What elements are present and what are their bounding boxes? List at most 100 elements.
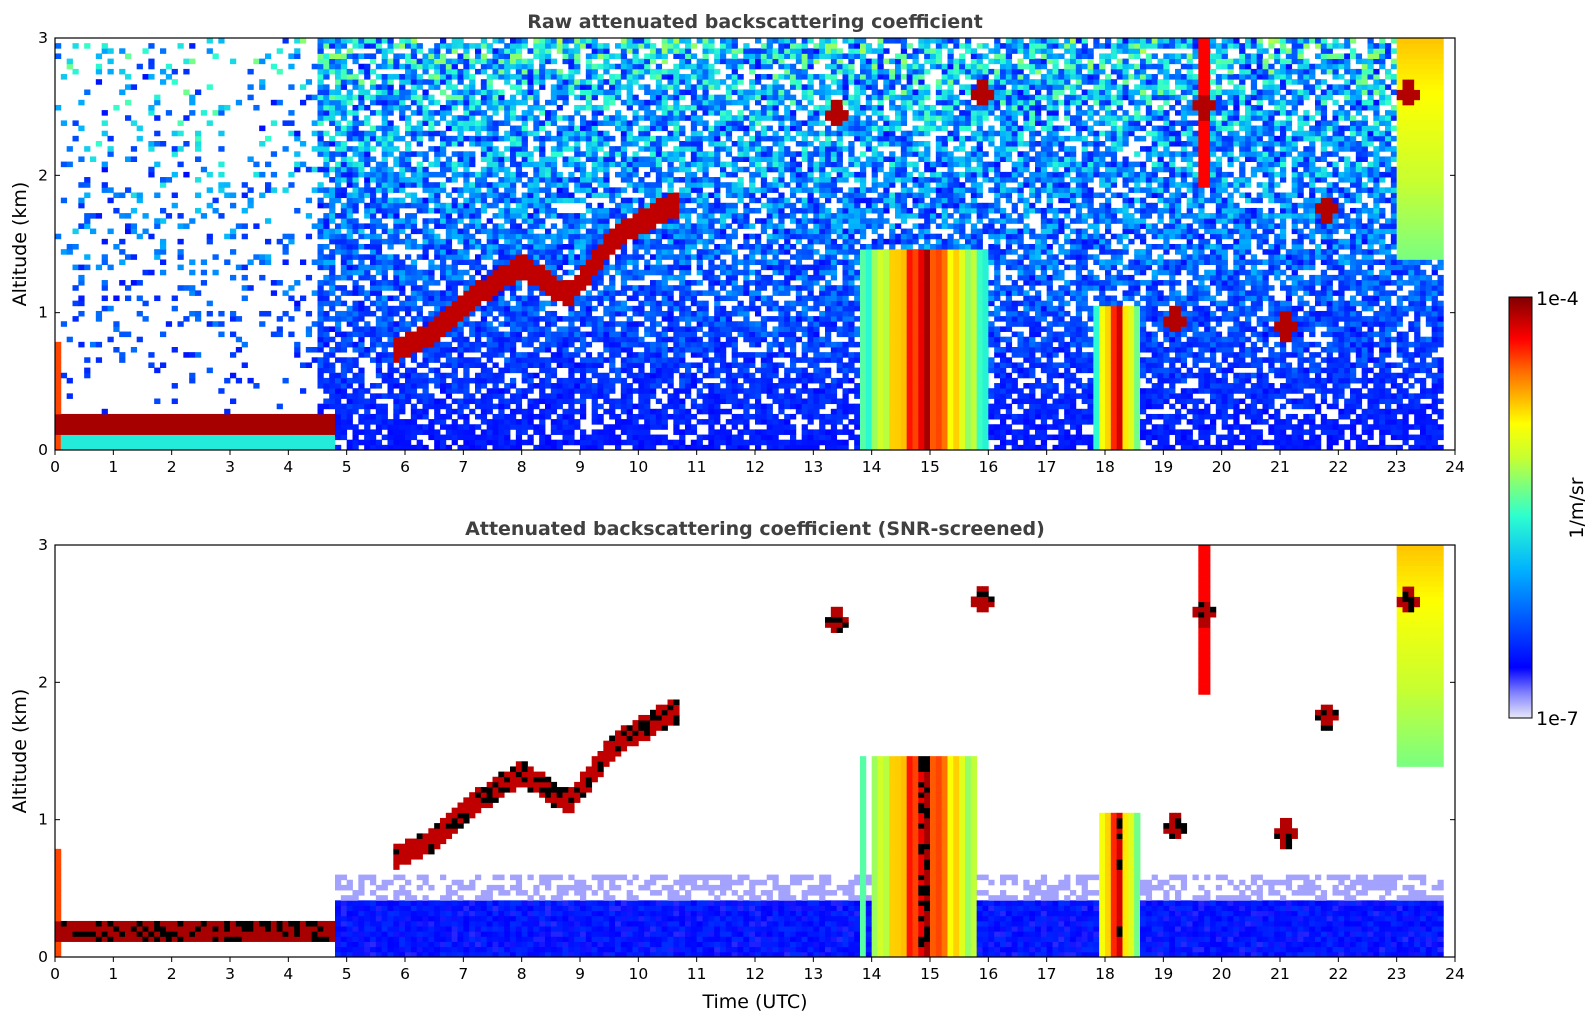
heatmap-cell xyxy=(638,125,645,132)
heatmap-cell xyxy=(340,202,348,209)
heatmap-cell xyxy=(235,99,243,106)
heatmap-cell xyxy=(422,347,429,353)
heatmap-cell xyxy=(550,238,558,245)
heatmap-cell xyxy=(515,63,523,70)
heatmap-cell xyxy=(335,419,342,425)
heatmap-cell xyxy=(148,424,155,430)
heatmap-cell xyxy=(410,347,418,353)
heatmap-cell xyxy=(521,233,528,240)
heatmap-cell xyxy=(620,53,628,59)
heatmap-cell xyxy=(644,156,651,162)
heatmap-cell xyxy=(585,295,593,302)
heatmap-cell xyxy=(445,408,453,415)
heatmap-cell xyxy=(591,326,598,332)
heatmap-cell xyxy=(696,84,703,90)
heatmap-cell xyxy=(317,362,324,368)
heatmap-cell xyxy=(714,341,721,348)
heatmap-cell xyxy=(562,388,569,394)
heatmap-cell xyxy=(644,125,651,132)
heatmap-cell xyxy=(632,244,639,250)
heatmap-cell xyxy=(329,269,336,276)
heatmap-cell xyxy=(154,444,161,450)
heatmap-cell xyxy=(638,213,645,219)
heatmap-cell xyxy=(305,362,313,368)
heatmap-cell xyxy=(580,434,587,441)
heatmap-cell xyxy=(562,352,569,358)
heatmap-cell xyxy=(515,238,523,245)
heatmap-cell xyxy=(463,280,470,286)
heatmap-cell xyxy=(422,207,429,214)
heatmap-cell xyxy=(370,383,377,389)
heatmap-cell xyxy=(323,244,330,250)
heatmap-cell xyxy=(603,305,610,312)
heatmap-cell xyxy=(585,357,593,363)
heatmap-cell xyxy=(655,285,663,291)
heatmap-cell xyxy=(597,377,604,384)
heatmap-cell xyxy=(230,249,237,255)
heatmap-cell xyxy=(638,146,645,152)
heatmap-cell xyxy=(591,146,598,152)
heatmap-cell xyxy=(405,156,412,162)
heatmap-cell xyxy=(708,326,715,332)
heatmap-cell xyxy=(527,274,534,281)
heatmap-cell xyxy=(550,357,558,363)
heatmap-cell xyxy=(399,223,406,229)
heatmap-cell xyxy=(463,74,470,80)
heatmap-cell xyxy=(615,228,622,235)
heatmap-cell xyxy=(515,439,523,446)
heatmap-cell xyxy=(661,362,668,368)
heatmap-cell xyxy=(679,274,686,281)
heatmap-cell xyxy=(119,444,126,450)
heatmap-cell xyxy=(591,151,598,157)
heatmap-cell xyxy=(603,331,610,338)
heatmap-cell xyxy=(574,79,581,85)
heatmap-cell xyxy=(259,192,266,199)
heatmap-cell xyxy=(510,398,517,405)
heatmap-cell xyxy=(119,413,126,420)
heatmap-cell xyxy=(661,141,668,147)
heatmap-cell xyxy=(405,295,412,302)
heatmap-cell xyxy=(370,249,377,255)
heatmap-cell xyxy=(690,104,698,111)
heatmap-cell xyxy=(667,74,674,80)
heatmap-cell xyxy=(375,357,383,363)
heatmap-cell xyxy=(673,352,680,358)
heatmap-cell xyxy=(650,99,657,106)
heatmap-cell xyxy=(270,290,278,296)
heatmap-cell xyxy=(340,166,348,173)
heatmap-cell xyxy=(206,429,213,435)
heatmap-cell xyxy=(609,53,616,59)
heatmap-cell xyxy=(539,43,546,49)
heatmap-cell xyxy=(317,135,324,142)
heatmap-cell xyxy=(696,135,703,142)
heatmap-cell xyxy=(685,295,692,302)
heatmap-cell xyxy=(177,161,184,168)
heatmap-cell xyxy=(364,135,371,142)
heatmap-cell xyxy=(55,419,62,425)
heatmap-cell xyxy=(510,419,517,425)
heatmap-cell xyxy=(615,331,622,338)
heatmap-cell xyxy=(107,48,114,54)
heatmap-cell xyxy=(690,383,698,389)
heatmap-cell xyxy=(469,429,476,435)
heatmap-cell xyxy=(445,156,453,162)
heatmap-cell xyxy=(615,305,622,312)
heatmap-cell xyxy=(335,377,342,384)
heatmap-cell xyxy=(580,115,587,121)
heatmap-cell xyxy=(113,439,120,446)
heatmap-cell xyxy=(679,213,686,219)
heatmap-cell xyxy=(545,264,552,271)
heatmap-cell xyxy=(428,110,435,116)
heatmap-cell xyxy=(638,383,645,389)
heatmap-cell xyxy=(364,156,371,162)
heatmap-cell xyxy=(463,444,470,450)
heatmap-cell xyxy=(346,377,353,384)
heatmap-cell xyxy=(469,63,476,70)
heatmap-cell xyxy=(556,362,563,368)
heatmap-cell xyxy=(527,151,534,157)
heatmap-cell xyxy=(585,187,593,193)
heatmap-cell xyxy=(358,264,365,271)
heatmap-cell xyxy=(410,197,418,204)
heatmap-cell xyxy=(533,53,540,59)
heatmap-cell xyxy=(393,413,400,420)
